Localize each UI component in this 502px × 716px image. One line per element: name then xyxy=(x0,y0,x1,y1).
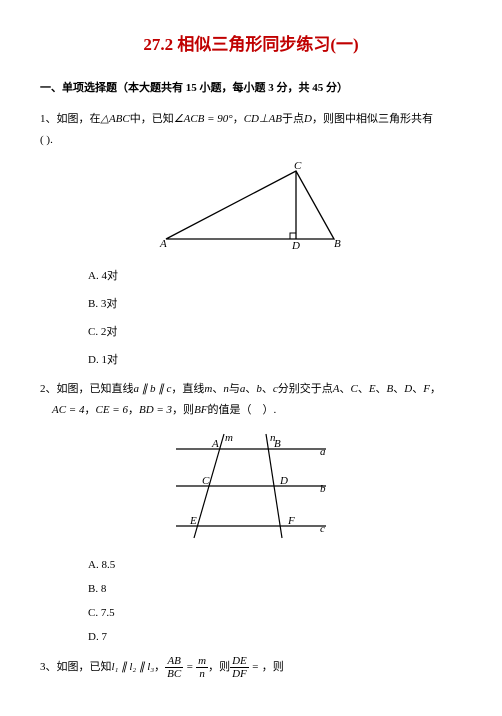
q2-t3: 与 xyxy=(229,383,240,395)
q1-paren: ( ). xyxy=(40,130,462,151)
q1-triangle: △ABC xyxy=(101,113,130,125)
q1-t2: ， xyxy=(233,113,244,125)
q1-t0: 如图，在 xyxy=(57,113,101,125)
q2-pF: F xyxy=(423,383,430,395)
section-heading: 一、单项选择题（本大题共有 15 小题，每小题 3 分，共 45 分） xyxy=(40,79,462,95)
q2-t6: 分别交于点 xyxy=(278,383,333,395)
q2-options: A. 8.5 B. 8 C. 7.5 D. 7 xyxy=(88,559,462,643)
q2-figure: m n A B a C D b E F c xyxy=(40,431,462,545)
question-1: 1、如图，在△ABC中，已知∠ACB = 90°，CD⊥AB于点D，则图中相似三… xyxy=(40,109,462,151)
q2-s4: 的值是（ ）. xyxy=(208,404,277,416)
q2-option-a: A. 8.5 xyxy=(88,559,462,571)
q2-pE: E xyxy=(369,383,376,395)
q3-number: 3、 xyxy=(40,661,57,673)
svg-text:m: m xyxy=(225,432,233,444)
q2-t12: ， xyxy=(430,383,441,395)
question-3: 3、如图，已知l₁ ∥ l₂ ∥ l₃，ABBC = mn，则DEDF = ，则 xyxy=(40,655,462,680)
q2-t0: 如图，已知直线 xyxy=(57,383,134,395)
q1-t3: 于点 xyxy=(282,113,304,125)
q3-t1: ， xyxy=(154,661,165,673)
q2-parallel: a ∥ b ∥ c xyxy=(134,383,172,395)
svg-text:F: F xyxy=(287,515,295,527)
q2-bd: BD = 3 xyxy=(139,404,172,416)
q3-eq2: = xyxy=(249,661,262,673)
q1-option-b: B. 3对 xyxy=(88,295,462,311)
svg-text:B: B xyxy=(274,438,281,450)
q1-t1: 中，已知 xyxy=(130,113,174,125)
q1-number: 1、 xyxy=(40,113,57,125)
q1-label-b: B xyxy=(334,238,341,249)
question-2: 2、如图，已知直线a ∥ b ∥ c，直线m、n与a、b、c分别交于点A、C、E… xyxy=(40,379,462,421)
q1-figure: A B C D xyxy=(40,161,462,253)
q1-label-c: C xyxy=(294,161,302,172)
svg-text:b: b xyxy=(320,483,326,495)
q2-bf: BF xyxy=(194,404,207,416)
svg-text:C: C xyxy=(202,475,210,487)
q2-number: 2、 xyxy=(40,383,57,395)
svg-text:D: D xyxy=(279,475,288,487)
svg-text:c: c xyxy=(320,523,325,535)
q2-s1: ， xyxy=(84,404,95,416)
q1-angle: ∠ACB = 90° xyxy=(174,113,233,125)
q2-s3: ，则 xyxy=(172,404,194,416)
q3-then: ，则 xyxy=(208,661,230,673)
q3-frac2: mn xyxy=(196,655,208,680)
q3-eq: = xyxy=(183,661,196,673)
q3-frac1: ABBC xyxy=(165,655,183,680)
q1-t4: ，则图中相似三角形共有 xyxy=(312,113,433,125)
q2-t5: 、 xyxy=(262,383,273,395)
q2-t11: 、 xyxy=(412,383,423,395)
q1-label-a: A xyxy=(159,238,167,249)
q2-t1: ，直线 xyxy=(171,383,204,395)
svg-text:E: E xyxy=(189,515,197,527)
q1-options: A. 4对 B. 3对 C. 2对 D. 1对 xyxy=(88,267,462,367)
q2-t9: 、 xyxy=(376,383,387,395)
svg-text:a: a xyxy=(320,446,326,458)
q2-pC: C xyxy=(350,383,357,395)
q2-t4: 、 xyxy=(245,383,256,395)
q2-ce: CE = 6 xyxy=(95,404,127,416)
q1-option-a: A. 4对 xyxy=(88,267,462,283)
q2-option-d: D. 7 xyxy=(88,631,462,643)
q3-t0: 如图，已知 xyxy=(57,661,112,673)
q3-t2: ，则 xyxy=(262,661,284,673)
svg-text:A: A xyxy=(211,438,219,450)
page-title: 27.2 相似三角形同步练习(一) xyxy=(40,30,462,55)
q1-option-c: C. 2对 xyxy=(88,323,462,339)
q2-ac: AC = 4 xyxy=(52,404,84,416)
q1-option-d: D. 1对 xyxy=(88,351,462,367)
q2-t7: 、 xyxy=(339,383,350,395)
q2-s2: ， xyxy=(128,404,139,416)
q1-perp: CD⊥AB xyxy=(244,113,282,125)
q1-d: D xyxy=(304,113,312,125)
q2-t2: 、 xyxy=(212,383,223,395)
q3-frac3: DEDF xyxy=(230,655,249,680)
q2-t8: 、 xyxy=(358,383,369,395)
q2-option-c: C. 7.5 xyxy=(88,607,462,619)
q3-parallel: l₁ ∥ l₂ ∥ l₃ xyxy=(112,661,155,673)
q1-label-d: D xyxy=(291,240,300,249)
q2-option-b: B. 8 xyxy=(88,583,462,595)
q2-t10: 、 xyxy=(393,383,404,395)
